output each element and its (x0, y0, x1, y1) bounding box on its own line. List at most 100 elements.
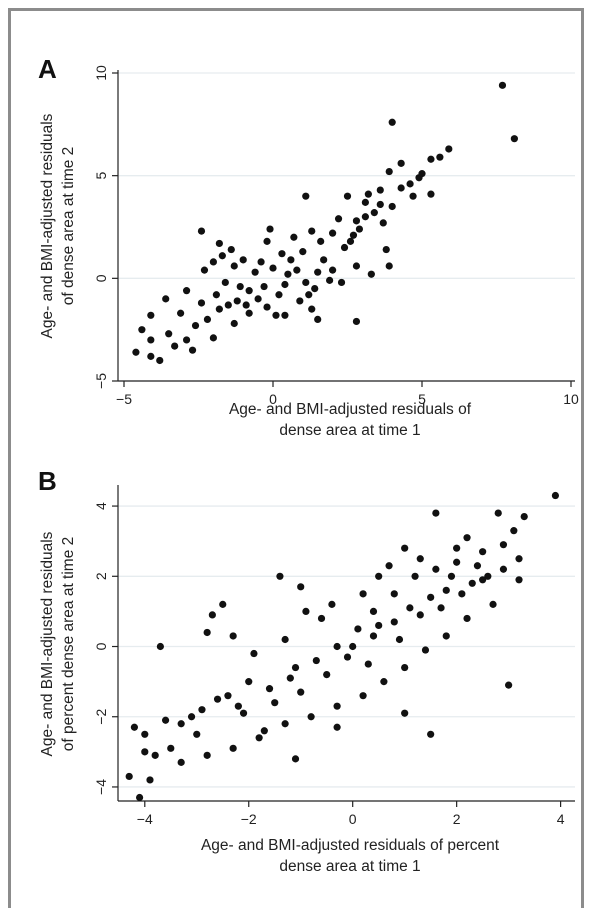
data-point (296, 297, 304, 305)
panel-a-letter: A (38, 54, 57, 84)
data-point (272, 311, 280, 319)
data-point (234, 702, 242, 710)
data-point (397, 159, 405, 167)
x-tick-label: −5 (116, 391, 132, 407)
data-point (352, 317, 361, 326)
data-point (505, 681, 513, 689)
data-point (334, 215, 343, 223)
data-point (510, 135, 518, 143)
data-point (375, 621, 383, 630)
y-tick-label: 4 (93, 502, 109, 510)
y-tick-label: 10 (93, 65, 109, 81)
data-point (147, 311, 155, 319)
data-point (494, 509, 502, 517)
data-point (151, 751, 159, 759)
data-point (197, 227, 206, 235)
x-tick-label: −4 (137, 811, 153, 827)
data-point (308, 227, 316, 235)
data-point (305, 291, 313, 299)
data-point (177, 720, 185, 728)
data-point (281, 635, 289, 644)
data-point (156, 642, 164, 651)
data-point (416, 555, 424, 563)
x-tick-label: 10 (563, 391, 579, 407)
data-point (401, 663, 409, 672)
data-point (245, 309, 253, 317)
data-point (489, 600, 497, 608)
data-point (382, 245, 390, 254)
panel-b-y-label-line2: of percent dense area at time 2 (60, 537, 77, 752)
y-tick-label: −2 (93, 709, 109, 725)
figure-frame (8, 8, 584, 908)
data-point (484, 572, 492, 580)
data-point (346, 237, 355, 245)
data-point (314, 268, 322, 276)
data-point (328, 600, 336, 608)
data-point (307, 713, 315, 721)
y-tick-label: 0 (93, 642, 109, 650)
data-point (479, 548, 487, 556)
data-point (191, 321, 200, 330)
data-point (297, 688, 305, 696)
data-point (230, 262, 238, 270)
data-point (291, 663, 300, 672)
data-point (453, 558, 461, 566)
panel-b-x-label-line1: Age- and BMI-adjusted residuals of perce… (201, 837, 500, 854)
data-point (245, 287, 253, 295)
data-point (515, 576, 523, 584)
data-point (473, 562, 482, 570)
data-point (370, 209, 378, 217)
data-point (385, 167, 393, 176)
data-point (302, 192, 310, 200)
panel-b-letter: B (38, 466, 57, 496)
panel-a-y-label-line1: Age- and BMI-adjusted residuals (39, 113, 56, 338)
data-point (432, 509, 440, 517)
data-point (376, 200, 384, 209)
data-point (427, 190, 435, 198)
data-point (167, 744, 175, 752)
data-point (291, 755, 300, 763)
data-point (308, 305, 316, 313)
x-tick-label: 0 (269, 391, 277, 407)
data-point (333, 723, 341, 731)
data-point (147, 336, 155, 344)
data-point (263, 237, 271, 245)
data-point (278, 250, 286, 258)
data-point (499, 565, 508, 573)
data-point (401, 544, 409, 552)
data-point (436, 153, 444, 161)
data-point (229, 632, 237, 640)
data-point (182, 287, 191, 295)
data-point (208, 611, 216, 619)
data-point (281, 720, 289, 728)
data-point (427, 593, 435, 601)
data-point (239, 709, 248, 717)
data-point (236, 282, 244, 291)
data-point (162, 295, 170, 303)
data-point (193, 730, 201, 738)
data-point (314, 315, 322, 323)
data-point (458, 590, 466, 598)
data-point (463, 614, 471, 623)
data-point (229, 744, 237, 752)
data-point (213, 695, 222, 703)
data-point (260, 727, 268, 735)
data-point (406, 604, 414, 612)
data-point (361, 213, 369, 221)
data-point (161, 716, 170, 724)
panel-b-x-label-line2: dense area at time 1 (279, 858, 420, 875)
data-point (275, 291, 283, 299)
data-point (203, 628, 211, 637)
data-point (510, 527, 518, 535)
data-point (388, 202, 396, 211)
data-point (219, 600, 227, 608)
data-point (468, 579, 476, 587)
panel-b-points (125, 491, 560, 802)
data-point (343, 192, 352, 200)
data-point (354, 625, 362, 633)
data-point (442, 632, 450, 640)
data-point (397, 184, 405, 192)
x-tick-label: −2 (241, 811, 257, 827)
data-point (297, 583, 305, 591)
data-point (390, 618, 398, 626)
